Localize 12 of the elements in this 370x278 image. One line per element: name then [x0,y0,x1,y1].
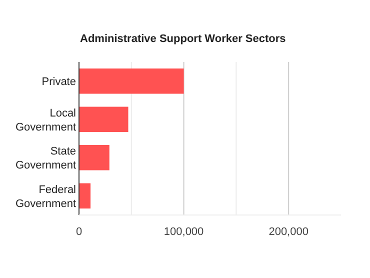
y-tick-label: State Government [15,146,76,172]
chart-title: Administrative Support Worker Sectors [80,33,286,45]
bar [79,106,128,132]
bar [79,145,110,170]
y-tick-label: Private [42,76,76,88]
y-tick-label: Local Government [15,107,76,134]
bar [79,183,91,208]
x-tick-label: 0 [76,226,82,238]
x-tick-label: 100,000 [164,226,204,238]
bar [79,68,184,94]
y-tick-label: Federal Government [15,184,76,210]
x-tick-label: 200,000 [268,226,308,238]
